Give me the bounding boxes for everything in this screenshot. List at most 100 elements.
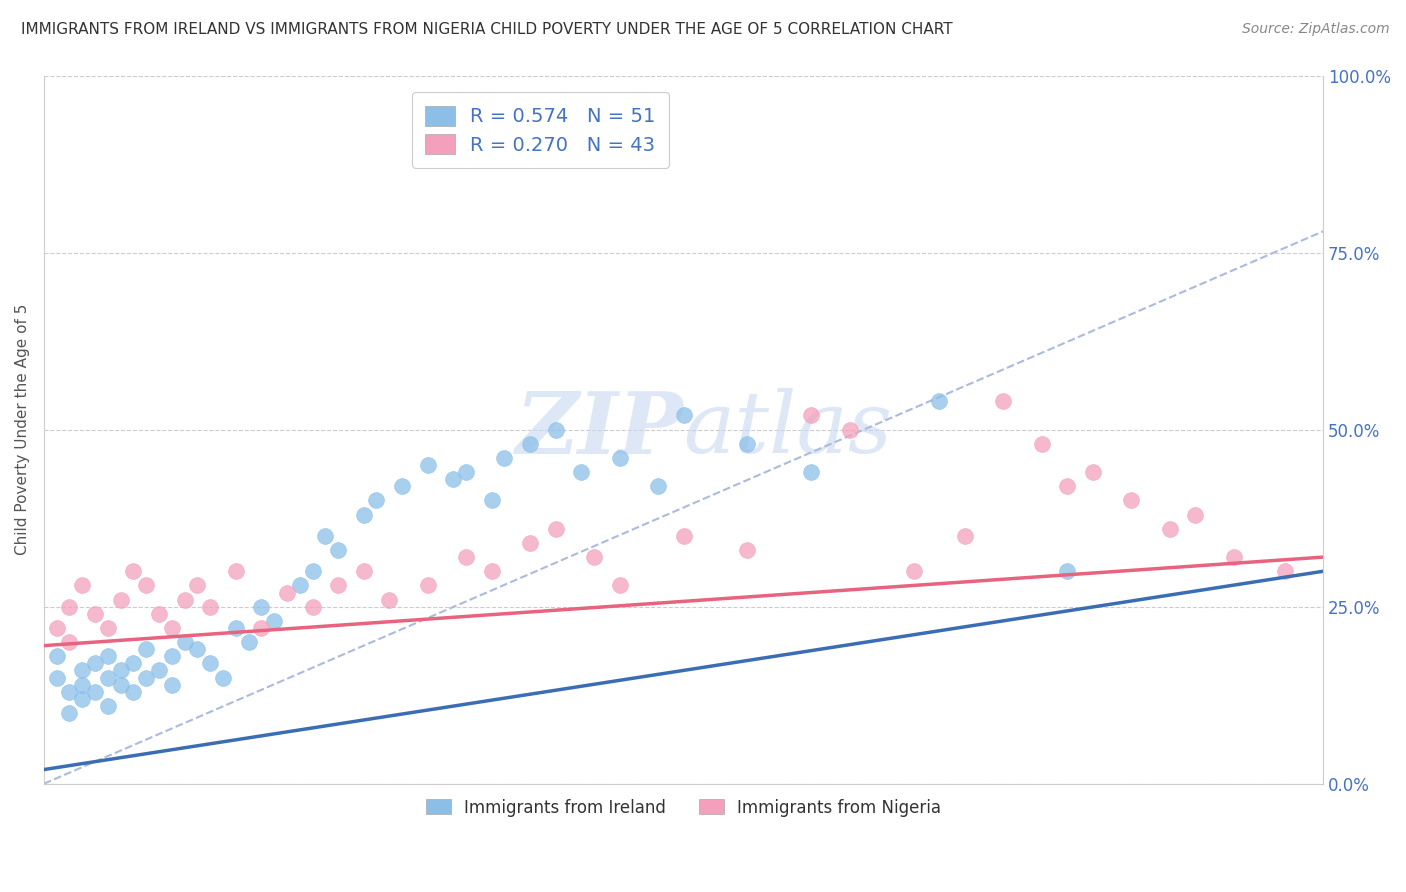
- Point: [1222, 550, 1244, 565]
- Point: [122, 564, 145, 578]
- Point: [326, 543, 349, 558]
- Point: [160, 677, 183, 691]
- Point: [838, 423, 860, 437]
- Point: [609, 578, 631, 592]
- Point: [186, 578, 208, 592]
- Point: [225, 621, 247, 635]
- Point: [135, 671, 157, 685]
- Point: [544, 423, 567, 437]
- Point: [212, 671, 235, 685]
- Point: [110, 664, 132, 678]
- Point: [173, 592, 195, 607]
- Point: [454, 465, 477, 479]
- Point: [58, 635, 80, 649]
- Point: [186, 642, 208, 657]
- Point: [238, 635, 260, 649]
- Point: [353, 564, 375, 578]
- Point: [481, 564, 503, 578]
- Point: [481, 493, 503, 508]
- Point: [72, 691, 94, 706]
- Point: [84, 607, 107, 621]
- Point: [672, 409, 695, 423]
- Text: atlas: atlas: [683, 388, 893, 471]
- Legend: Immigrants from Ireland, Immigrants from Nigeria: Immigrants from Ireland, Immigrants from…: [418, 790, 950, 825]
- Point: [993, 394, 1015, 409]
- Point: [1081, 465, 1104, 479]
- Point: [441, 472, 464, 486]
- Point: [416, 578, 439, 592]
- Point: [1056, 564, 1078, 578]
- Point: [173, 635, 195, 649]
- Text: Source: ZipAtlas.com: Source: ZipAtlas.com: [1241, 22, 1389, 37]
- Point: [544, 522, 567, 536]
- Point: [84, 657, 107, 671]
- Point: [953, 529, 976, 543]
- Point: [1121, 493, 1143, 508]
- Point: [366, 493, 388, 508]
- Point: [454, 550, 477, 565]
- Point: [160, 649, 183, 664]
- Point: [288, 578, 311, 592]
- Point: [378, 592, 401, 607]
- Point: [110, 677, 132, 691]
- Point: [97, 649, 120, 664]
- Point: [519, 437, 541, 451]
- Text: ZIP: ZIP: [516, 388, 683, 471]
- Point: [72, 664, 94, 678]
- Point: [148, 664, 170, 678]
- Point: [737, 437, 759, 451]
- Point: [160, 621, 183, 635]
- Point: [391, 479, 413, 493]
- Point: [672, 529, 695, 543]
- Point: [135, 642, 157, 657]
- Point: [58, 599, 80, 614]
- Point: [122, 657, 145, 671]
- Point: [928, 394, 950, 409]
- Point: [263, 614, 285, 628]
- Point: [97, 621, 120, 635]
- Point: [135, 578, 157, 592]
- Point: [198, 599, 221, 614]
- Point: [84, 684, 107, 698]
- Point: [609, 450, 631, 465]
- Point: [1274, 564, 1296, 578]
- Point: [1159, 522, 1181, 536]
- Point: [1031, 437, 1053, 451]
- Point: [903, 564, 925, 578]
- Point: [301, 599, 323, 614]
- Point: [353, 508, 375, 522]
- Point: [569, 465, 592, 479]
- Point: [45, 649, 67, 664]
- Point: [45, 671, 67, 685]
- Point: [110, 592, 132, 607]
- Point: [301, 564, 323, 578]
- Point: [494, 450, 516, 465]
- Point: [225, 564, 247, 578]
- Point: [800, 465, 823, 479]
- Point: [58, 684, 80, 698]
- Point: [647, 479, 669, 493]
- Point: [800, 409, 823, 423]
- Point: [582, 550, 605, 565]
- Point: [416, 458, 439, 472]
- Point: [326, 578, 349, 592]
- Point: [276, 585, 298, 599]
- Point: [1184, 508, 1206, 522]
- Point: [519, 536, 541, 550]
- Point: [1056, 479, 1078, 493]
- Point: [72, 578, 94, 592]
- Point: [250, 599, 273, 614]
- Point: [97, 698, 120, 713]
- Point: [737, 543, 759, 558]
- Point: [314, 529, 336, 543]
- Y-axis label: Child Poverty Under the Age of 5: Child Poverty Under the Age of 5: [15, 304, 30, 556]
- Point: [122, 684, 145, 698]
- Point: [58, 706, 80, 720]
- Point: [97, 671, 120, 685]
- Point: [45, 621, 67, 635]
- Text: IMMIGRANTS FROM IRELAND VS IMMIGRANTS FROM NIGERIA CHILD POVERTY UNDER THE AGE O: IMMIGRANTS FROM IRELAND VS IMMIGRANTS FR…: [21, 22, 953, 37]
- Point: [72, 677, 94, 691]
- Point: [198, 657, 221, 671]
- Point: [148, 607, 170, 621]
- Point: [250, 621, 273, 635]
